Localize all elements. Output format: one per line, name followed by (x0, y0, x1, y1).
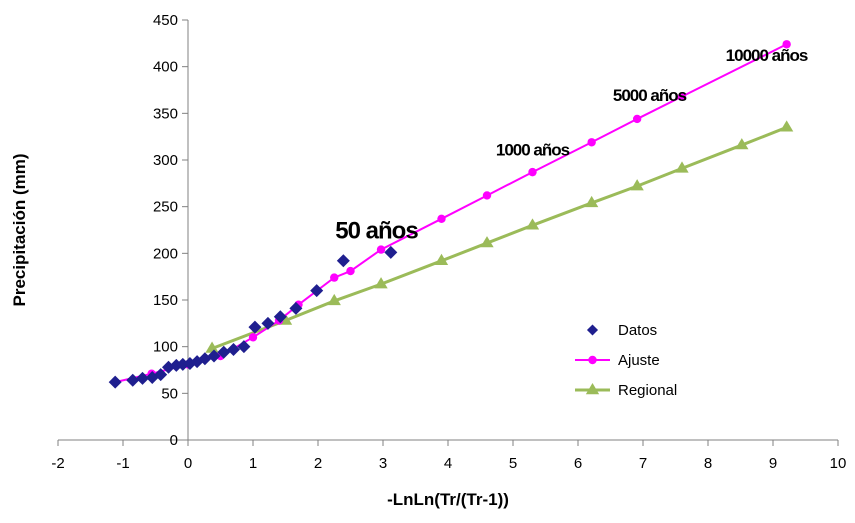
data-point-datos (227, 342, 240, 356)
legend-label: Datos (618, 322, 657, 339)
legend-marker (585, 383, 600, 395)
data-point-datos (237, 340, 251, 354)
data-point-datos (310, 284, 324, 298)
data-point-datos (273, 310, 287, 324)
x-tick-label: 3 (379, 455, 387, 472)
data-point-datos (261, 316, 275, 330)
annotation-label: 10000 años (726, 46, 808, 65)
y-tick-label: 400 (153, 59, 178, 76)
x-tick-label: 0 (184, 455, 192, 472)
data-point-datos (207, 349, 221, 363)
data-point-regional (675, 161, 689, 173)
data-point-ajuste (587, 138, 596, 147)
data-point-datos (108, 375, 122, 389)
annotation-label: 5000 años (613, 86, 687, 105)
data-point-regional (630, 179, 644, 191)
data-point-regional (585, 195, 599, 208)
data-point-datos (248, 320, 262, 334)
x-tick-label: 7 (639, 455, 647, 472)
x-tick-label: 6 (574, 455, 582, 472)
legend-item-ajuste: Ajuste (575, 352, 660, 369)
x-tick-label: 1 (249, 455, 257, 472)
data-point-regional (374, 277, 388, 289)
x-tick-label: 8 (704, 455, 712, 472)
y-tick-label: 100 (153, 339, 178, 356)
legend-item-regional: Regional (575, 382, 677, 399)
y-tick-label: 200 (153, 245, 178, 262)
legend: Datos Ajuste Regional (575, 322, 677, 399)
data-point-regional (480, 236, 494, 248)
series-regional (205, 120, 794, 353)
legend-label: Regional (618, 382, 677, 399)
data-point-ajuste (528, 167, 537, 177)
data-point-ajuste (782, 40, 791, 49)
y-tick-label: 150 (153, 292, 178, 309)
y-tick-label: 300 (153, 152, 178, 169)
data-point-regional (735, 138, 749, 150)
y-tick-label: 0 (170, 432, 178, 449)
axes: 0 50 100 150 200 250 300 350 400 450 -2 -1 0 1 2 3 4 5 6 7 8… (51, 12, 846, 472)
y-tick-label: 350 (153, 105, 178, 122)
data-point-regional (434, 253, 449, 265)
legend-label: Ajuste (618, 352, 660, 369)
x-tick-label: 2 (314, 455, 322, 472)
data-point-datos (217, 345, 231, 359)
annotations: 50 años 1000 años 5000 años 10000 años (335, 46, 809, 244)
data-point-ajuste (330, 273, 339, 282)
y-tick-label: 450 (153, 12, 178, 29)
data-point-ajuste (248, 333, 258, 342)
data-point-ajuste (632, 114, 642, 124)
x-axis-title: -LnLn(Tr/(Tr-1)) (387, 490, 509, 509)
series-ajuste (111, 40, 791, 387)
data-point-datos (136, 371, 149, 385)
legend-item-datos: Datos (586, 322, 657, 339)
data-point-regional (205, 341, 219, 353)
data-point-regional (327, 293, 341, 306)
annotation-label: 50 años (335, 217, 418, 244)
y-axis-title: Precipitación (mm) (10, 153, 29, 306)
x-tick-label: 10 (830, 455, 847, 472)
data-point-ajuste (376, 245, 386, 254)
data-point-datos (126, 373, 140, 387)
legend-marker (586, 324, 599, 336)
data-point-ajuste (677, 92, 687, 101)
data-point-ajuste (482, 191, 492, 200)
series-line-regional (211, 125, 788, 350)
data-point-ajuste (437, 214, 446, 223)
y-tick-label: 50 (161, 385, 178, 402)
x-tick-label: -1 (116, 455, 129, 472)
data-point-datos (154, 368, 168, 382)
x-tick-label: 4 (444, 455, 452, 472)
data-point-regional (525, 218, 540, 230)
x-tick-label: -2 (51, 455, 64, 472)
data-point-ajuste (346, 266, 355, 276)
series-datos (108, 245, 398, 389)
legend-marker (588, 355, 597, 365)
x-tick-label: 9 (769, 455, 777, 472)
data-point-datos (336, 254, 350, 268)
series-layer (108, 40, 794, 389)
data-point-datos (289, 301, 303, 315)
x-tick-label: 5 (509, 455, 517, 472)
data-point-datos (384, 245, 398, 259)
annotation-label: 1000 años (496, 140, 570, 159)
data-point-regional (780, 120, 794, 132)
y-tick-label: 250 (153, 199, 178, 216)
